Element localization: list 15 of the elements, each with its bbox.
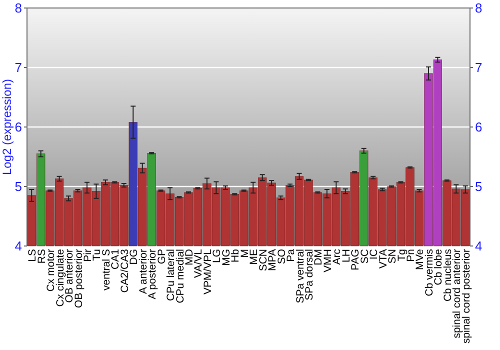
y-tick-label: 7 <box>14 60 22 76</box>
y2-tick-label: 7 <box>475 60 482 76</box>
x-tick-label: CPu medial <box>174 249 186 304</box>
x-tick-label: Pa <box>285 248 298 262</box>
y-tick-label: 8 <box>14 0 22 16</box>
y2-tick-label: 6 <box>475 120 482 135</box>
x-tick-label: SPa dorsal <box>303 249 316 300</box>
y2-tick-label: 4 <box>475 238 482 254</box>
y-tick-label: 6 <box>14 120 22 135</box>
y-axis-title: Log2 (expression) <box>0 78 14 176</box>
y2-tick-label: 5 <box>475 179 482 194</box>
y2-tick-label: 8 <box>475 0 482 16</box>
y-tick-label: 5 <box>14 179 22 194</box>
y-tick-label: 4 <box>14 238 22 254</box>
x-tick-label: Cx cingulate <box>54 248 66 307</box>
